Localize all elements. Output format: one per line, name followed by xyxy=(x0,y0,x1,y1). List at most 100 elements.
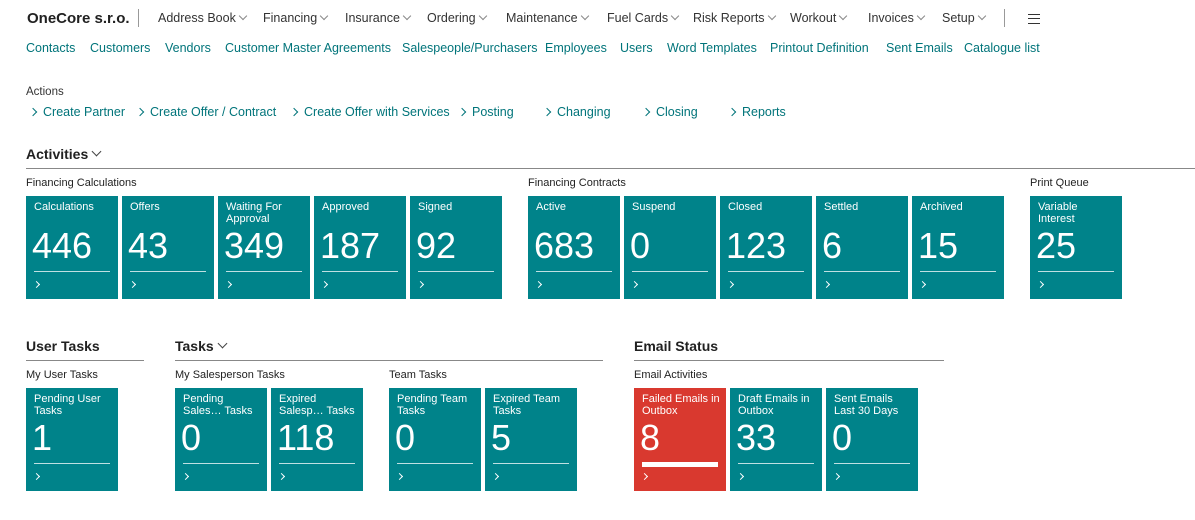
tile-chevron xyxy=(224,280,233,289)
tile-label: Offers xyxy=(130,201,160,213)
tile-chevron xyxy=(918,280,927,289)
tile-chevron xyxy=(32,472,41,481)
section-title[interactable]: Tasks xyxy=(175,338,226,354)
tile-divider xyxy=(34,463,110,464)
cue-tile[interactable]: Sent Emails Last 30 Days 0 xyxy=(826,388,918,491)
menu-item[interactable]: Fuel Cards xyxy=(607,11,678,25)
cue-tile[interactable]: Expired Salesp… Tasks 118 xyxy=(271,388,363,491)
section-title[interactable]: Activities xyxy=(26,146,100,162)
nav-link[interactable]: Sent Emails xyxy=(886,41,953,55)
menu-item[interactable]: Risk Reports xyxy=(693,11,775,25)
action-link[interactable]: Create Offer with Services xyxy=(291,105,450,119)
group-title: Print Queue xyxy=(1030,177,1089,189)
action-link[interactable]: Posting xyxy=(459,105,514,119)
cue-tile[interactable]: Pending Sales… Tasks 0 xyxy=(175,388,267,491)
tile-chevron xyxy=(277,472,286,481)
section-divider xyxy=(634,360,944,361)
tile-label: Sent Emails Last 30 Days xyxy=(834,393,899,417)
separator xyxy=(1004,9,1005,27)
nav-link[interactable]: Word Templates xyxy=(667,41,757,55)
nav-link[interactable]: Salespeople/Purchasers xyxy=(402,41,538,55)
menu-item[interactable]: Invoices xyxy=(868,11,924,25)
tile-value: 446 xyxy=(32,225,93,266)
nav-link[interactable]: Customers xyxy=(90,41,151,55)
menu-button[interactable] xyxy=(1028,14,1040,24)
section-divider xyxy=(26,360,144,361)
menu-item[interactable]: Maintenance xyxy=(506,11,588,25)
cue-tile[interactable]: Failed Emails in Outbox 8 xyxy=(634,388,726,491)
tile-value: 0 xyxy=(832,417,853,458)
nav-link[interactable]: Customer Master Agreements xyxy=(225,41,392,55)
section-divider xyxy=(26,168,1195,169)
tile-chevron xyxy=(726,280,735,289)
section-divider xyxy=(175,360,603,361)
tile-divider xyxy=(920,271,996,272)
menu-item[interactable]: Insurance xyxy=(345,11,410,25)
cue-tile[interactable]: Variable Interest 25 xyxy=(1030,196,1122,299)
cue-tile[interactable]: Active 683 xyxy=(528,196,620,299)
tile-chevron xyxy=(630,280,639,289)
nav-link[interactable]: Catalogue list xyxy=(964,41,1040,55)
action-link[interactable]: Create Partner xyxy=(30,105,125,119)
cue-tile[interactable]: Suspend 0 xyxy=(624,196,716,299)
tile-label: Expired Team Tasks xyxy=(493,393,561,417)
nav-link[interactable]: Vendors xyxy=(165,41,211,55)
cue-tile[interactable]: Calculations 446 xyxy=(26,196,118,299)
action-link[interactable]: Closing xyxy=(643,105,698,119)
tile-chevron xyxy=(32,280,41,289)
cue-tile[interactable]: Draft Emails in Outbox 33 xyxy=(730,388,822,491)
tile-value: 6 xyxy=(822,225,843,266)
tile-value: 15 xyxy=(918,225,959,266)
tile-value: 43 xyxy=(128,225,169,266)
tile-chevron xyxy=(534,280,543,289)
menu-item[interactable]: Address Book xyxy=(158,11,246,25)
menu-item[interactable]: Financing xyxy=(263,11,327,25)
menu-item[interactable]: Ordering xyxy=(427,11,486,25)
cue-tile[interactable]: Settled 6 xyxy=(816,196,908,299)
tile-value: 5 xyxy=(491,417,512,458)
tile-label: Settled xyxy=(824,201,859,213)
actions-title: Actions xyxy=(26,86,64,98)
action-link[interactable]: Reports xyxy=(729,105,786,119)
tile-chevron xyxy=(491,472,500,481)
nav-link[interactable]: Users xyxy=(620,41,653,55)
tile-chevron xyxy=(395,472,404,481)
action-link[interactable]: Changing xyxy=(544,105,611,119)
tile-label: Waiting For Approval xyxy=(226,201,282,225)
tile-value: 25 xyxy=(1036,225,1077,266)
company-name[interactable]: OneCore s.r.o. xyxy=(27,10,130,27)
tile-label: Active xyxy=(536,201,566,213)
group-title: Financing Contracts xyxy=(528,177,626,189)
tile-value: 92 xyxy=(416,225,457,266)
tile-chevron xyxy=(822,280,831,289)
cue-tile[interactable]: Pending Team Tasks 0 xyxy=(389,388,481,491)
tile-label: Draft Emails in Outbox xyxy=(738,393,810,417)
nav-link[interactable]: Contacts xyxy=(26,41,76,55)
cue-tile[interactable]: Expired Team Tasks 5 xyxy=(485,388,577,491)
tile-divider xyxy=(738,463,814,464)
tile-chevron xyxy=(736,472,745,481)
tile-chevron xyxy=(832,472,841,481)
cue-tile[interactable]: Closed 123 xyxy=(720,196,812,299)
menu-item[interactable]: Setup xyxy=(942,11,985,25)
group-title: My User Tasks xyxy=(26,369,98,381)
tile-divider xyxy=(536,271,612,272)
nav-link[interactable]: Employees xyxy=(545,41,607,55)
cue-tile[interactable]: Offers 43 xyxy=(122,196,214,299)
tile-chevron xyxy=(128,280,137,289)
cue-tile[interactable]: Approved 187 xyxy=(314,196,406,299)
tile-divider xyxy=(834,463,910,464)
tile-divider xyxy=(34,271,110,272)
cue-tile[interactable]: Archived 15 xyxy=(912,196,1004,299)
tile-value: 349 xyxy=(224,225,285,266)
nav-link[interactable]: Printout Definition xyxy=(770,41,869,55)
tile-divider xyxy=(632,271,708,272)
group-title: My Salesperson Tasks xyxy=(175,369,285,381)
cue-tile[interactable]: Waiting For Approval 349 xyxy=(218,196,310,299)
tile-label: Failed Emails in Outbox xyxy=(642,393,720,417)
cue-tile[interactable]: Pending User Tasks 1 xyxy=(26,388,118,491)
action-link[interactable]: Create Offer / Contract xyxy=(137,105,276,119)
tile-label: Signed xyxy=(418,201,453,213)
cue-tile[interactable]: Signed 92 xyxy=(410,196,502,299)
menu-item[interactable]: Workout xyxy=(790,11,846,25)
